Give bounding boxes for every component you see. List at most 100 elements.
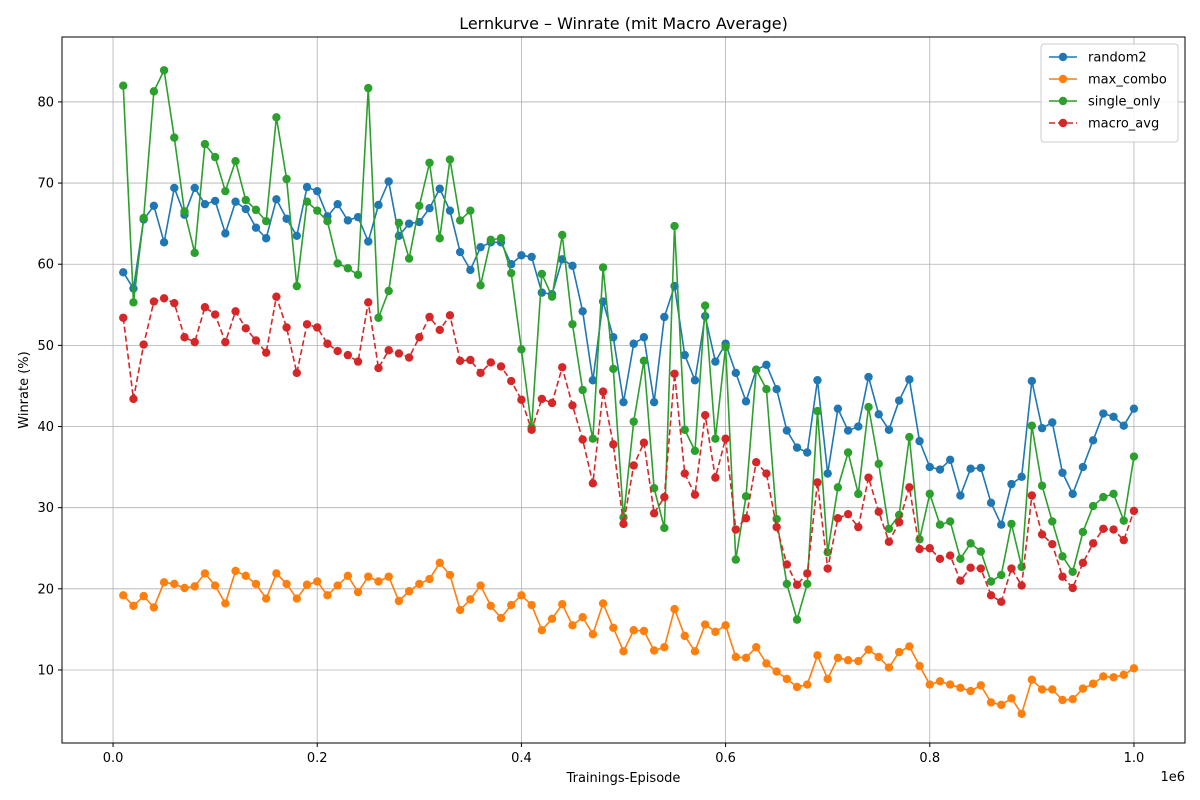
data-point <box>649 509 659 518</box>
data-point <box>864 372 873 382</box>
data-point <box>374 577 383 586</box>
data-point <box>333 259 342 268</box>
data-point <box>558 230 567 240</box>
legend-box <box>1040 43 1179 143</box>
data-point <box>425 312 434 322</box>
data-point <box>119 81 128 90</box>
data-point <box>609 364 618 374</box>
data-point <box>1007 519 1016 529</box>
data-point <box>476 368 485 378</box>
data-point <box>976 681 986 690</box>
data-point <box>945 517 955 526</box>
data-point <box>1007 694 1016 703</box>
data-point <box>282 323 291 332</box>
data-point <box>445 155 455 164</box>
data-point <box>966 686 975 696</box>
data-point <box>486 601 495 611</box>
data-point <box>313 323 322 332</box>
data-point <box>833 514 843 523</box>
data-point <box>772 514 781 524</box>
data-point <box>649 483 659 493</box>
data-point <box>1119 421 1128 430</box>
data-point <box>956 576 965 585</box>
data-point <box>803 448 812 457</box>
data-point <box>170 183 179 193</box>
series-line-macro_avg <box>122 295 1135 603</box>
y-tick-label: 30 <box>37 501 54 516</box>
data-point <box>741 653 751 662</box>
data-point <box>435 325 444 335</box>
data-point <box>813 478 822 487</box>
data-point <box>1109 673 1118 682</box>
data-point <box>149 297 159 306</box>
data-point <box>466 355 475 365</box>
data-point <box>843 656 853 665</box>
data-point <box>803 579 812 589</box>
legend-label: random2 <box>1088 51 1147 66</box>
data-point <box>1058 695 1067 705</box>
data-point <box>1099 524 1108 533</box>
data-point <box>884 524 894 533</box>
data-point <box>884 537 894 546</box>
data-point <box>782 579 792 589</box>
legend-marker <box>1058 52 1068 62</box>
data-point <box>823 469 832 478</box>
data-point <box>598 387 608 396</box>
data-point <box>364 298 373 307</box>
data-point <box>404 254 414 263</box>
data-point <box>374 200 383 210</box>
data-point <box>221 186 230 196</box>
data-point <box>1078 558 1088 568</box>
data-point <box>854 522 863 532</box>
data-point <box>976 463 986 473</box>
data-point <box>241 324 250 333</box>
data-point <box>190 337 199 347</box>
data-point <box>966 539 975 548</box>
data-point <box>598 263 608 272</box>
data-point <box>721 434 730 443</box>
legend-item-random2: random2 <box>1049 51 1147 66</box>
data-point <box>119 268 128 277</box>
data-point <box>394 218 404 228</box>
data-point <box>1109 489 1118 499</box>
data-point <box>629 417 638 426</box>
data-point <box>466 265 475 275</box>
data-point <box>935 554 945 563</box>
data-point <box>1119 670 1128 680</box>
data-point <box>609 440 618 449</box>
data-point <box>210 310 220 319</box>
data-point <box>935 520 945 529</box>
data-point <box>639 438 649 447</box>
series-line-max_combo <box>122 562 1135 715</box>
data-point <box>231 307 240 316</box>
data-point <box>251 579 261 589</box>
data-point <box>741 514 751 523</box>
data-point <box>445 311 455 320</box>
data-point <box>792 615 802 624</box>
data-point <box>364 237 373 246</box>
data-point <box>721 621 730 630</box>
data-point <box>394 596 404 606</box>
data-point <box>261 234 271 243</box>
data-point <box>221 229 230 238</box>
data-point <box>282 214 291 223</box>
data-point <box>1037 423 1047 433</box>
data-point <box>159 238 169 247</box>
data-point <box>966 464 975 473</box>
data-point <box>415 579 424 589</box>
data-point <box>374 313 383 322</box>
data-point <box>343 264 353 273</box>
data-point <box>803 569 812 578</box>
data-point <box>384 346 393 355</box>
data-point <box>741 397 751 406</box>
data-point <box>455 356 465 365</box>
data-point <box>864 402 873 412</box>
data-point <box>905 483 914 492</box>
data-point <box>333 199 342 209</box>
data-point <box>282 579 291 589</box>
series-single_only <box>119 66 1139 624</box>
data-point <box>1007 479 1016 489</box>
data-point <box>578 435 587 444</box>
data-point <box>690 446 700 456</box>
